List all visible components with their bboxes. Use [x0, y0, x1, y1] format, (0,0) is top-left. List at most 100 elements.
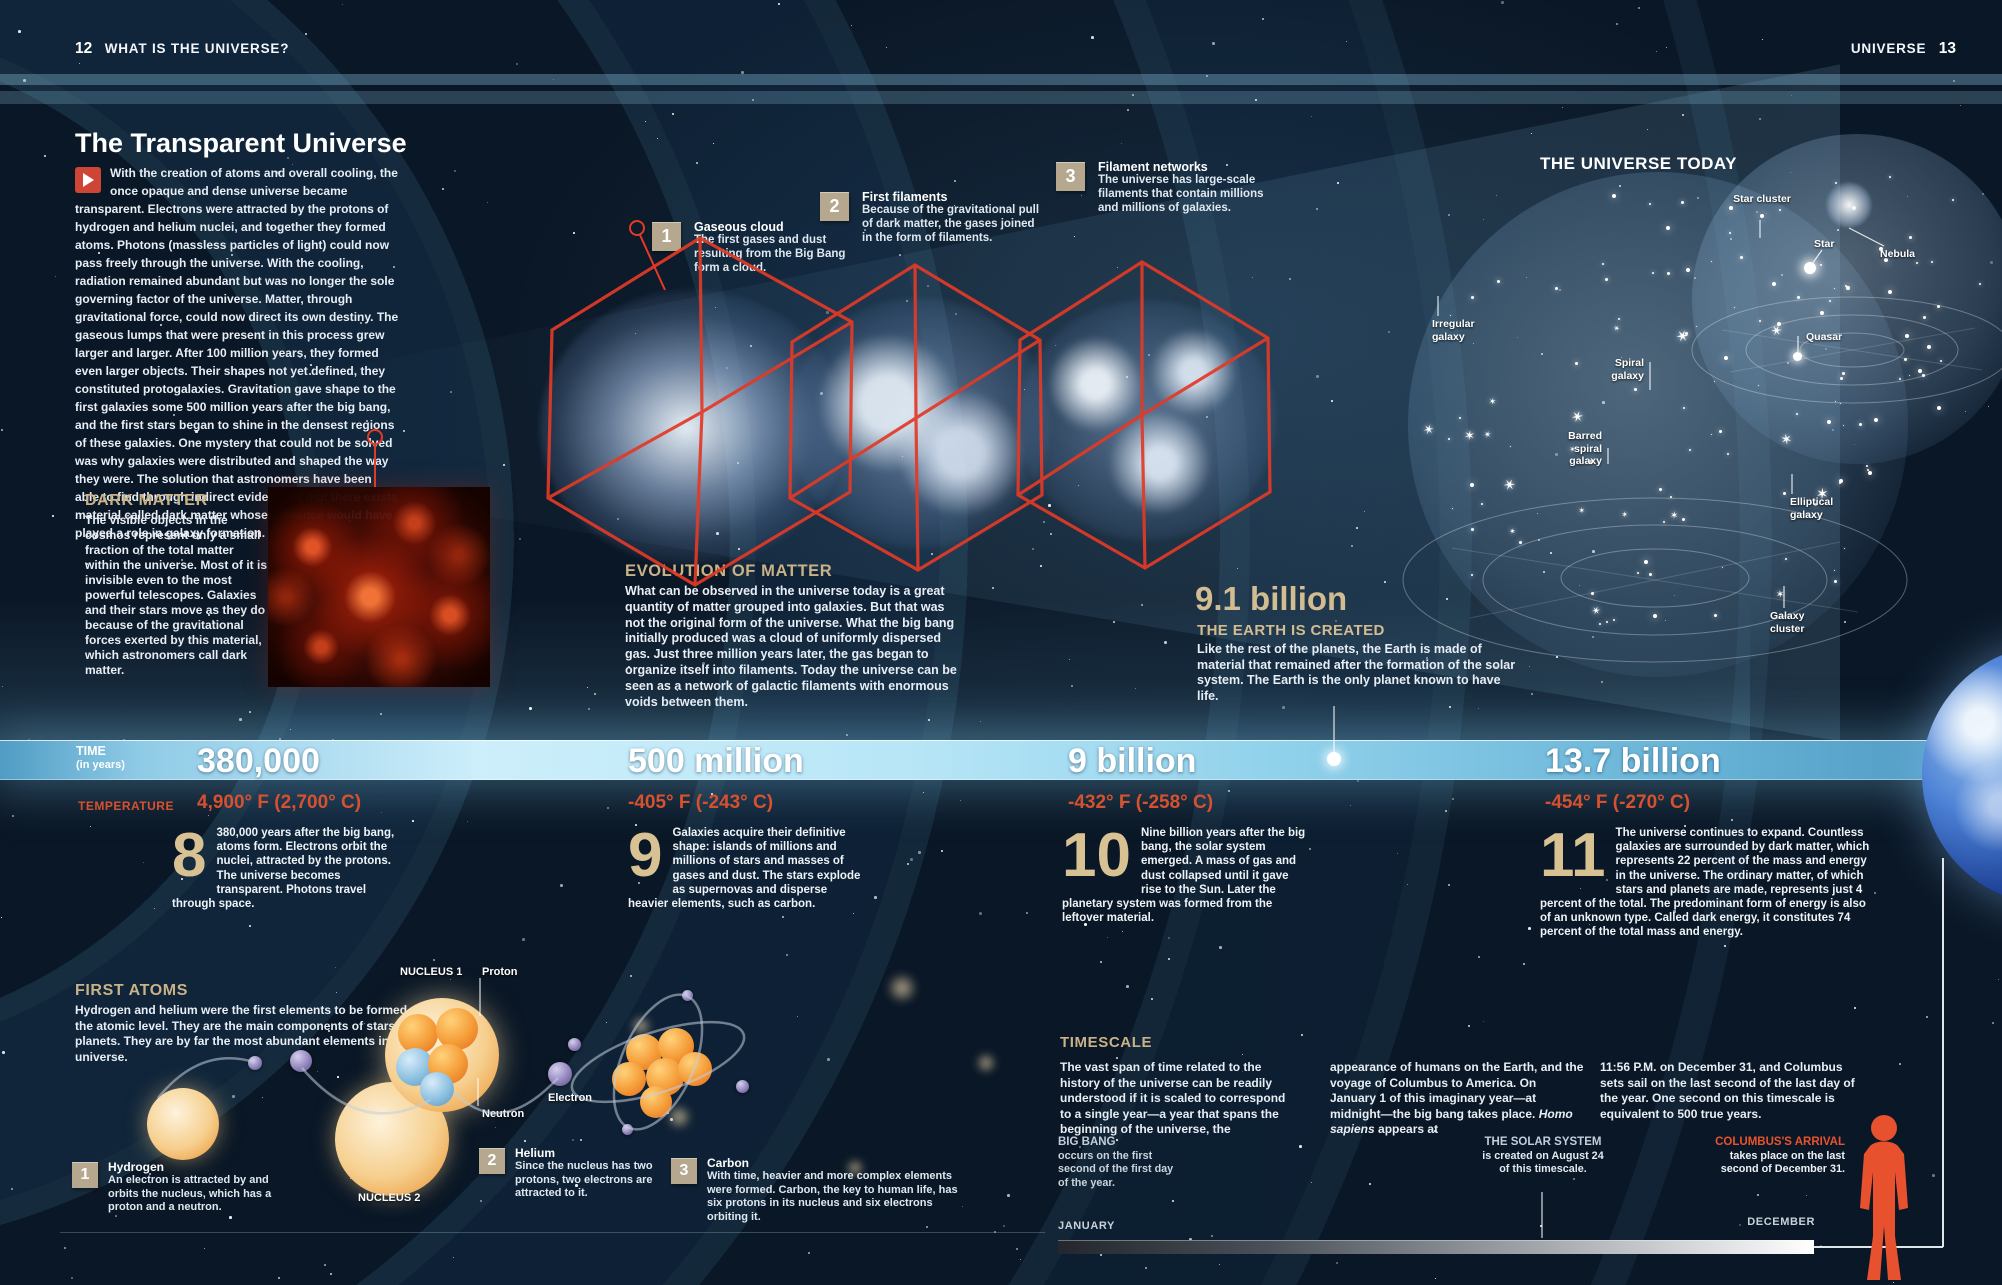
- temp-value-3: -432° F (-258° C): [1068, 792, 1214, 813]
- timescale-col-2: appearance of humans on the Earth, and t…: [1330, 1060, 1584, 1138]
- big-bang-title: BIG BANG: [1058, 1136, 1116, 1148]
- time-label-main: TIME: [76, 744, 106, 758]
- era-8: 8 380,000 years after the big bang, atom…: [172, 821, 397, 911]
- atom-item-2-body: Since the nucleus has two protons, two e…: [515, 1160, 653, 1199]
- era-8-number: 8: [172, 821, 207, 890]
- nebula-blob: [1826, 182, 1872, 228]
- solar-system-marker: THE SOLAR SYSTEM is created on August 24…: [1482, 1136, 1604, 1177]
- electron-ball-3: [248, 1056, 262, 1070]
- first-atoms-title: FIRST ATOMS: [75, 982, 188, 999]
- solar-system-title: THE SOLAR SYSTEM: [1484, 1136, 1602, 1148]
- era-10-body: Nine billion years after the big bang, t…: [1062, 827, 1306, 925]
- carbon-electron-2: [736, 1080, 749, 1093]
- era-10-number: 10: [1062, 821, 1131, 890]
- temp-value-1: 4,900° F (2,700° C): [197, 792, 362, 813]
- big-bang-marker: BIG BANG occurs on the first second of t…: [1058, 1136, 1174, 1191]
- nebula-cloud-2: [788, 298, 1050, 548]
- step-2-number: 2: [820, 192, 849, 221]
- step-1-number: 1: [652, 222, 681, 251]
- step-3-title: Filament networks: [1098, 160, 1208, 174]
- page-header-right: UNIVERSE 13: [1851, 40, 1956, 58]
- era-9-body: Galaxies acquire their definitive shape:…: [628, 827, 861, 911]
- atom-item-3-body: With time, heavier and more complex elem…: [707, 1170, 958, 1223]
- left-header-title: WHAT IS THE UNIVERSE?: [104, 41, 290, 56]
- time-label: TIME (in years): [76, 744, 125, 772]
- era-11: 11 The universe continues to expand. Cou…: [1540, 821, 1870, 940]
- hydrogen-nucleus-ball: [147, 1088, 219, 1160]
- right-header-title: UNIVERSE: [1850, 41, 1927, 56]
- era-11-number: 11: [1540, 821, 1606, 890]
- step-3-number: 3: [1056, 162, 1085, 191]
- bottom-separator: [60, 1232, 1045, 1233]
- earth-created-marker: [1327, 752, 1341, 766]
- era-10: 10 Nine billion years after the big bang…: [1062, 821, 1312, 925]
- arrow-icon: [75, 167, 101, 193]
- universe-today-title: THE UNIVERSE TODAY: [1540, 154, 1737, 173]
- january-label: JANUARY: [1058, 1220, 1115, 1232]
- era-8-body: 380,000 years after the big bang, atoms …: [172, 827, 395, 911]
- atom-item-2-number: 2: [479, 1148, 505, 1174]
- time-value-1: 380,000: [197, 742, 320, 780]
- temp-value-4: -454° F (-270° C): [1545, 792, 1691, 813]
- label-irregular-galaxy: Irregular galaxy: [1432, 318, 1475, 343]
- label-galaxy-cluster: Galaxy cluster: [1770, 610, 1805, 635]
- atom-item-1-body: An electron is attracted by and orbits t…: [108, 1174, 272, 1213]
- label-barred-spiral-galaxy: Barred spiral galaxy: [1568, 430, 1602, 467]
- dust-blob: [630, 1015, 652, 1037]
- timescale-title: TIMESCALE: [1060, 1034, 1153, 1051]
- dust-blob: [975, 1052, 997, 1074]
- carbon-electron-4: [622, 1124, 633, 1135]
- first-atoms-body: Hydrogen and helium were the first eleme…: [75, 1003, 422, 1064]
- nebula-cloud-3: [1018, 300, 1276, 540]
- timescale-col-2-pre: appearance of humans on the Earth, and t…: [1330, 1060, 1584, 1121]
- time-value-4: 13.7 billion: [1545, 742, 1721, 780]
- label-star: Star: [1814, 238, 1835, 250]
- proton-ball-1: [398, 1014, 438, 1054]
- left-folio: 12: [75, 40, 93, 57]
- label-quasar: Quasar: [1806, 331, 1843, 343]
- atom-item-3-title: Carbon: [707, 1156, 749, 1170]
- atom-item-1-title: Hydrogen: [108, 1160, 165, 1174]
- columbus-marker: COLUMBUS'S ARRIVAL takes place on the la…: [1705, 1136, 1845, 1177]
- step-2-title: First filaments: [862, 190, 948, 204]
- evolution-body: What can be observed in the universe tod…: [625, 584, 957, 709]
- step-1-body: The first gases and dust resulting from …: [694, 234, 846, 274]
- temperature-label: TEMPERATURE: [78, 799, 174, 813]
- star-dot: [1804, 262, 1816, 274]
- era-9: 9 Galaxies acquire their definitive shap…: [628, 821, 863, 911]
- atom-item-2-title: Helium: [515, 1146, 556, 1160]
- era-9-number: 9: [628, 821, 663, 890]
- columbus-body: takes place on the last second of Decemb…: [1720, 1149, 1845, 1176]
- solar-system-body: is created on August 24 of this timescal…: [1482, 1149, 1604, 1176]
- header-stripe-1: [0, 74, 2002, 85]
- timescale-col-2-post: appears at: [1374, 1122, 1439, 1137]
- electron-ball-1: [290, 1050, 312, 1072]
- atom-item-1-number: 1: [72, 1162, 98, 1188]
- time-label-unit: (in years): [76, 759, 125, 771]
- label-spiral-galaxy: Spiral galaxy: [1611, 357, 1644, 382]
- dust-blob: [845, 1158, 865, 1178]
- earth-created-body: Like the rest of the planets, the Earth …: [1197, 642, 1516, 703]
- timescale-col-1: The vast span of time related to the his…: [1060, 1060, 1286, 1137]
- big-bang-body: occurs on the first second of the first …: [1058, 1149, 1174, 1190]
- page-title: The Transparent Universe: [75, 128, 407, 158]
- timescale-col-2-species: Homo sapiens: [1330, 1106, 1573, 1137]
- electron-ball-2: [548, 1062, 572, 1086]
- proton-label: Proton: [482, 966, 518, 978]
- right-folio: 13: [1938, 40, 1956, 57]
- neutron-ball-2: [420, 1072, 454, 1106]
- timescale-col-3: 11:56 P.M. on December 31, and Columbus …: [1600, 1060, 1855, 1121]
- header-stripe-2: [0, 91, 2002, 104]
- earth-created-title: THE EARTH IS CREATED: [1197, 622, 1385, 639]
- step-3-body: The universe has large-scale filaments t…: [1098, 174, 1264, 214]
- timeline-band: [0, 740, 2002, 780]
- proton-ball-2: [436, 1008, 478, 1050]
- dust-blob: [886, 972, 918, 1004]
- page-header-left: 12 WHAT IS THE UNIVERSE?: [75, 40, 289, 58]
- atom-item-3-number: 3: [671, 1158, 697, 1184]
- nucleus-2-label: NUCLEUS 2: [358, 1192, 421, 1204]
- step-1-title: Gaseous cloud: [694, 220, 784, 234]
- december-label: DECEMBER: [1747, 1216, 1815, 1228]
